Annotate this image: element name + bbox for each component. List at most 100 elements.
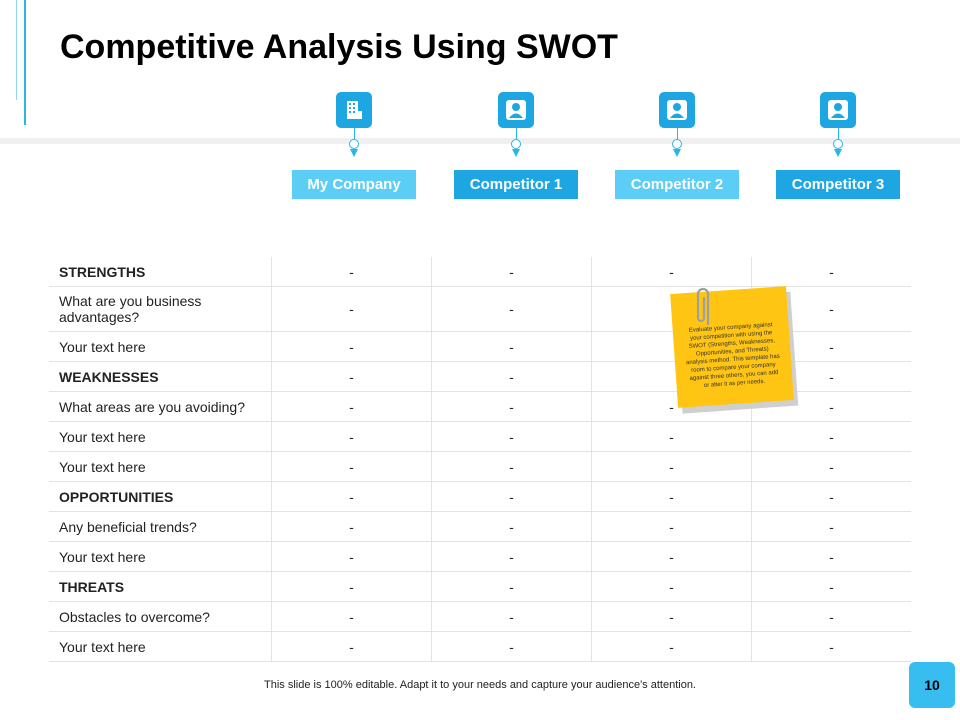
connector [353, 128, 355, 139]
table-row: THREATS - - - - [49, 572, 911, 602]
table-cell: - [751, 257, 911, 286]
table-cell: - [271, 257, 431, 286]
row-label: What areas are you avoiding? [59, 398, 245, 415]
table-cell [591, 287, 751, 331]
arrow-down-icon [834, 149, 842, 157]
swot-table: STRENGTHS - - - - What are you business advan… [49, 257, 911, 662]
column-header-1: My Company [292, 92, 416, 199]
table-cell: - [271, 287, 431, 331]
table-row: What areas are you avoiding? - - - - [49, 392, 911, 422]
table-cell: - [431, 572, 591, 601]
row-label: Any beneficial trends? [59, 518, 197, 535]
header-divider [0, 138, 960, 144]
column-label: Competitor 3 [776, 170, 900, 199]
section-heading: THREATS [59, 578, 125, 595]
person-icon [498, 92, 534, 128]
column-header-2: Competitor 1 [454, 92, 578, 199]
table-cell: - [591, 632, 751, 661]
table-row: STRENGTHS - - - - [49, 257, 911, 287]
table-row: Obstacles to overcome? - - - - [49, 602, 911, 632]
table-row: Any beneficial trends? - - - - [49, 512, 911, 542]
row-label: Your text here [59, 548, 146, 565]
connector [672, 139, 682, 149]
table-cell: - [271, 392, 431, 421]
table-row: Your text here - - - - [49, 422, 911, 452]
table-cell: - [431, 257, 591, 286]
table-cell: - [591, 452, 751, 481]
table-cell: - [271, 482, 431, 511]
arrow-down-icon [512, 149, 520, 157]
column-header-4: Competitor 3 [776, 92, 900, 199]
connector [349, 139, 359, 149]
table-cell: - [591, 482, 751, 511]
table-row: Your text here - - - - [49, 542, 911, 572]
column-label: Competitor 2 [615, 170, 739, 199]
arrow-down-icon [350, 149, 358, 157]
footer-text: This slide is 100% editable. Adapt it to… [264, 679, 696, 691]
section-heading: WEAKNESSES [59, 368, 159, 385]
table-cell: - [431, 452, 591, 481]
section-heading: STRENGTHS [59, 263, 146, 280]
table-cell: - [271, 512, 431, 541]
person-icon [659, 92, 695, 128]
accent-line [24, 0, 26, 125]
accent-line-thin [16, 0, 17, 100]
connector [676, 128, 678, 139]
page-title: Competitive Analysis Using SWOT [60, 28, 618, 66]
arrow-down-icon [673, 149, 681, 157]
table-cell: - [271, 422, 431, 451]
table-cell: - [431, 332, 591, 361]
page-number: 10 [909, 662, 955, 708]
table-cell: - [431, 362, 591, 391]
table-cell: - [271, 362, 431, 391]
column-header-3: Competitor 2 [615, 92, 739, 199]
table-cell: - [271, 602, 431, 631]
row-label: Your text here [59, 428, 146, 445]
table-cell: - [591, 602, 751, 631]
sticky-note-text: Evaluate your company against your compe… [685, 322, 780, 390]
table-cell: - [271, 632, 431, 661]
connector [837, 128, 839, 139]
table-row: Your text here - - - - [49, 632, 911, 662]
table-cell: - [751, 452, 911, 481]
table-cell [591, 332, 751, 361]
table-cell: - [431, 422, 591, 451]
table-cell: - [271, 452, 431, 481]
table-cell: - [431, 482, 591, 511]
table-cell: - [431, 632, 591, 661]
table-cell [591, 362, 751, 391]
paperclip-icon [696, 287, 710, 326]
building-icon [336, 92, 372, 128]
table-cell: - [431, 392, 591, 421]
column-label: My Company [292, 170, 416, 199]
section-heading: OPPORTUNITIES [59, 488, 174, 505]
table-cell: - [271, 332, 431, 361]
row-label: What are you business advantages? [59, 293, 202, 325]
table-cell: - [751, 572, 911, 601]
table-cell: - [751, 512, 911, 541]
table-cell: - [751, 422, 911, 451]
table-cell: - [431, 287, 591, 331]
connector [515, 128, 517, 139]
row-label: Your text here [59, 638, 146, 655]
table-cell: - [591, 257, 751, 286]
table-cell: - [751, 542, 911, 571]
table-cell: - [591, 422, 751, 451]
table-cell: - [271, 542, 431, 571]
row-label: Obstacles to overcome? [59, 608, 210, 625]
table-cell: - [591, 542, 751, 571]
table-cell: - [751, 602, 911, 631]
table-cell: - [431, 602, 591, 631]
row-label: Your text here [59, 458, 146, 475]
table-cell: - [431, 542, 591, 571]
column-label: Competitor 1 [454, 170, 578, 199]
sticky-note: Evaluate your company against your compe… [670, 286, 794, 408]
table-cell: - [591, 392, 751, 421]
person-icon [820, 92, 856, 128]
table-cell: - [431, 512, 591, 541]
table-cell: - [751, 482, 911, 511]
table-cell: - [751, 392, 911, 421]
table-cell: - [751, 632, 911, 661]
connector [833, 139, 843, 149]
row-label: Your text here [59, 338, 146, 355]
